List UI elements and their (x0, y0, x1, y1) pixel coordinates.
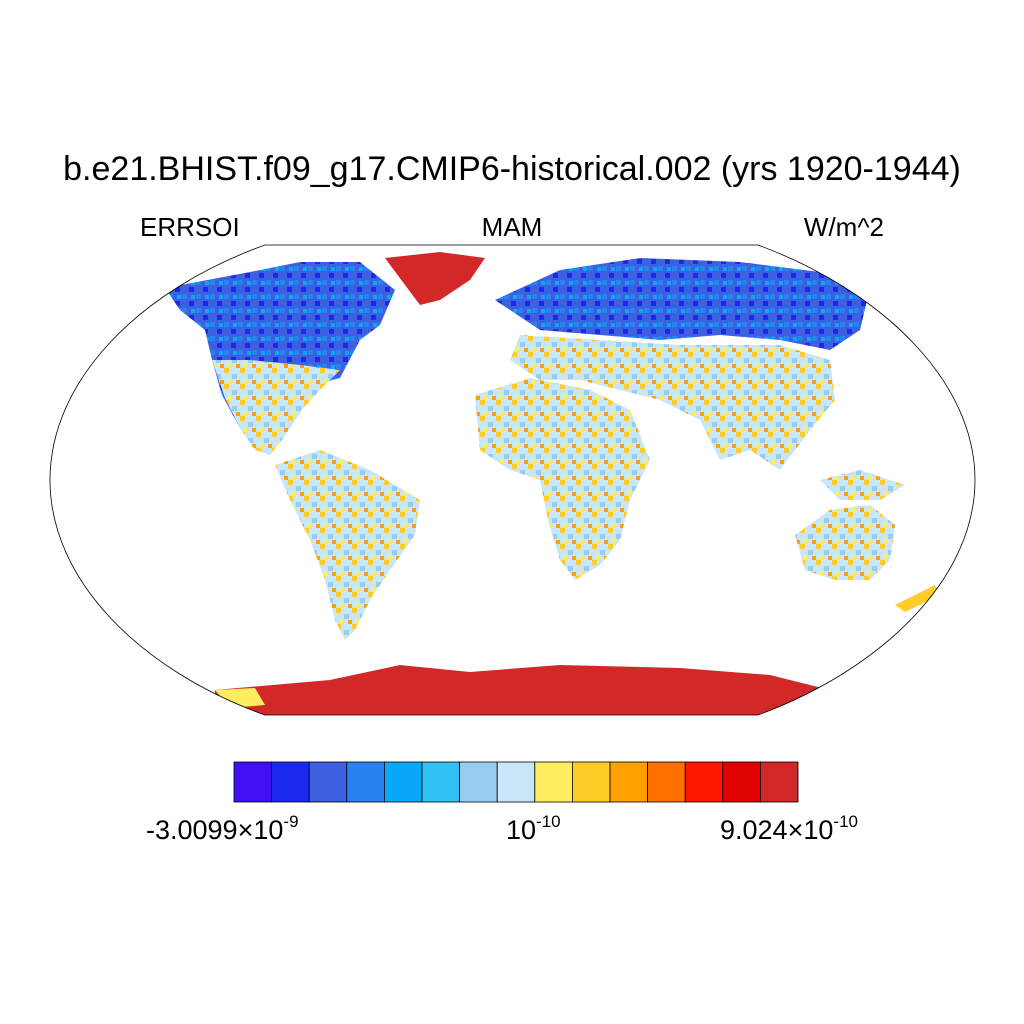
colorbar-box (647, 761, 686, 803)
antarctica-land (215, 665, 830, 715)
colorbar-box (421, 761, 460, 803)
colorbar-box (308, 761, 348, 803)
australia-land (795, 505, 895, 580)
map-land-layer (165, 252, 940, 715)
variable-label: ERRSOI (140, 212, 240, 242)
colorbar-label-min: -3.0099×10-9 (146, 812, 299, 845)
africa-land (475, 378, 650, 580)
south-america-land (275, 450, 420, 640)
greenland-land (385, 252, 485, 305)
colorbar-boxes (233, 761, 799, 803)
new-zealand-land (895, 585, 940, 612)
colorbar-box (722, 761, 761, 803)
colorbar-box (383, 761, 423, 803)
colorbar-box (534, 761, 573, 803)
colorbar-box (459, 761, 498, 803)
colorbar-box (496, 761, 536, 803)
asia-south-land (510, 335, 835, 470)
maritime-continent-land (820, 470, 905, 500)
colorbar-label-max: 9.024×10-10 (720, 812, 858, 845)
eurasia-land (495, 258, 870, 350)
colorbar-box (233, 761, 272, 803)
colorbar-box (684, 761, 724, 803)
colorbar-box (271, 761, 310, 803)
colorbar-box (760, 761, 799, 803)
map-boundary (49, 244, 976, 716)
north-america-south-land (212, 360, 340, 455)
colorbar-label-mid: 10-10 (506, 812, 561, 845)
season-label: MAM (481, 212, 543, 242)
plot-title: b.e21.BHIST.f09_g17.CMIP6-historical.002… (63, 150, 961, 188)
units-label: W/m^2 (803, 212, 884, 242)
north-america-land (165, 262, 395, 450)
colorbar-box (609, 761, 648, 803)
colorbar-box (346, 761, 385, 803)
colorbar-box (572, 761, 611, 803)
